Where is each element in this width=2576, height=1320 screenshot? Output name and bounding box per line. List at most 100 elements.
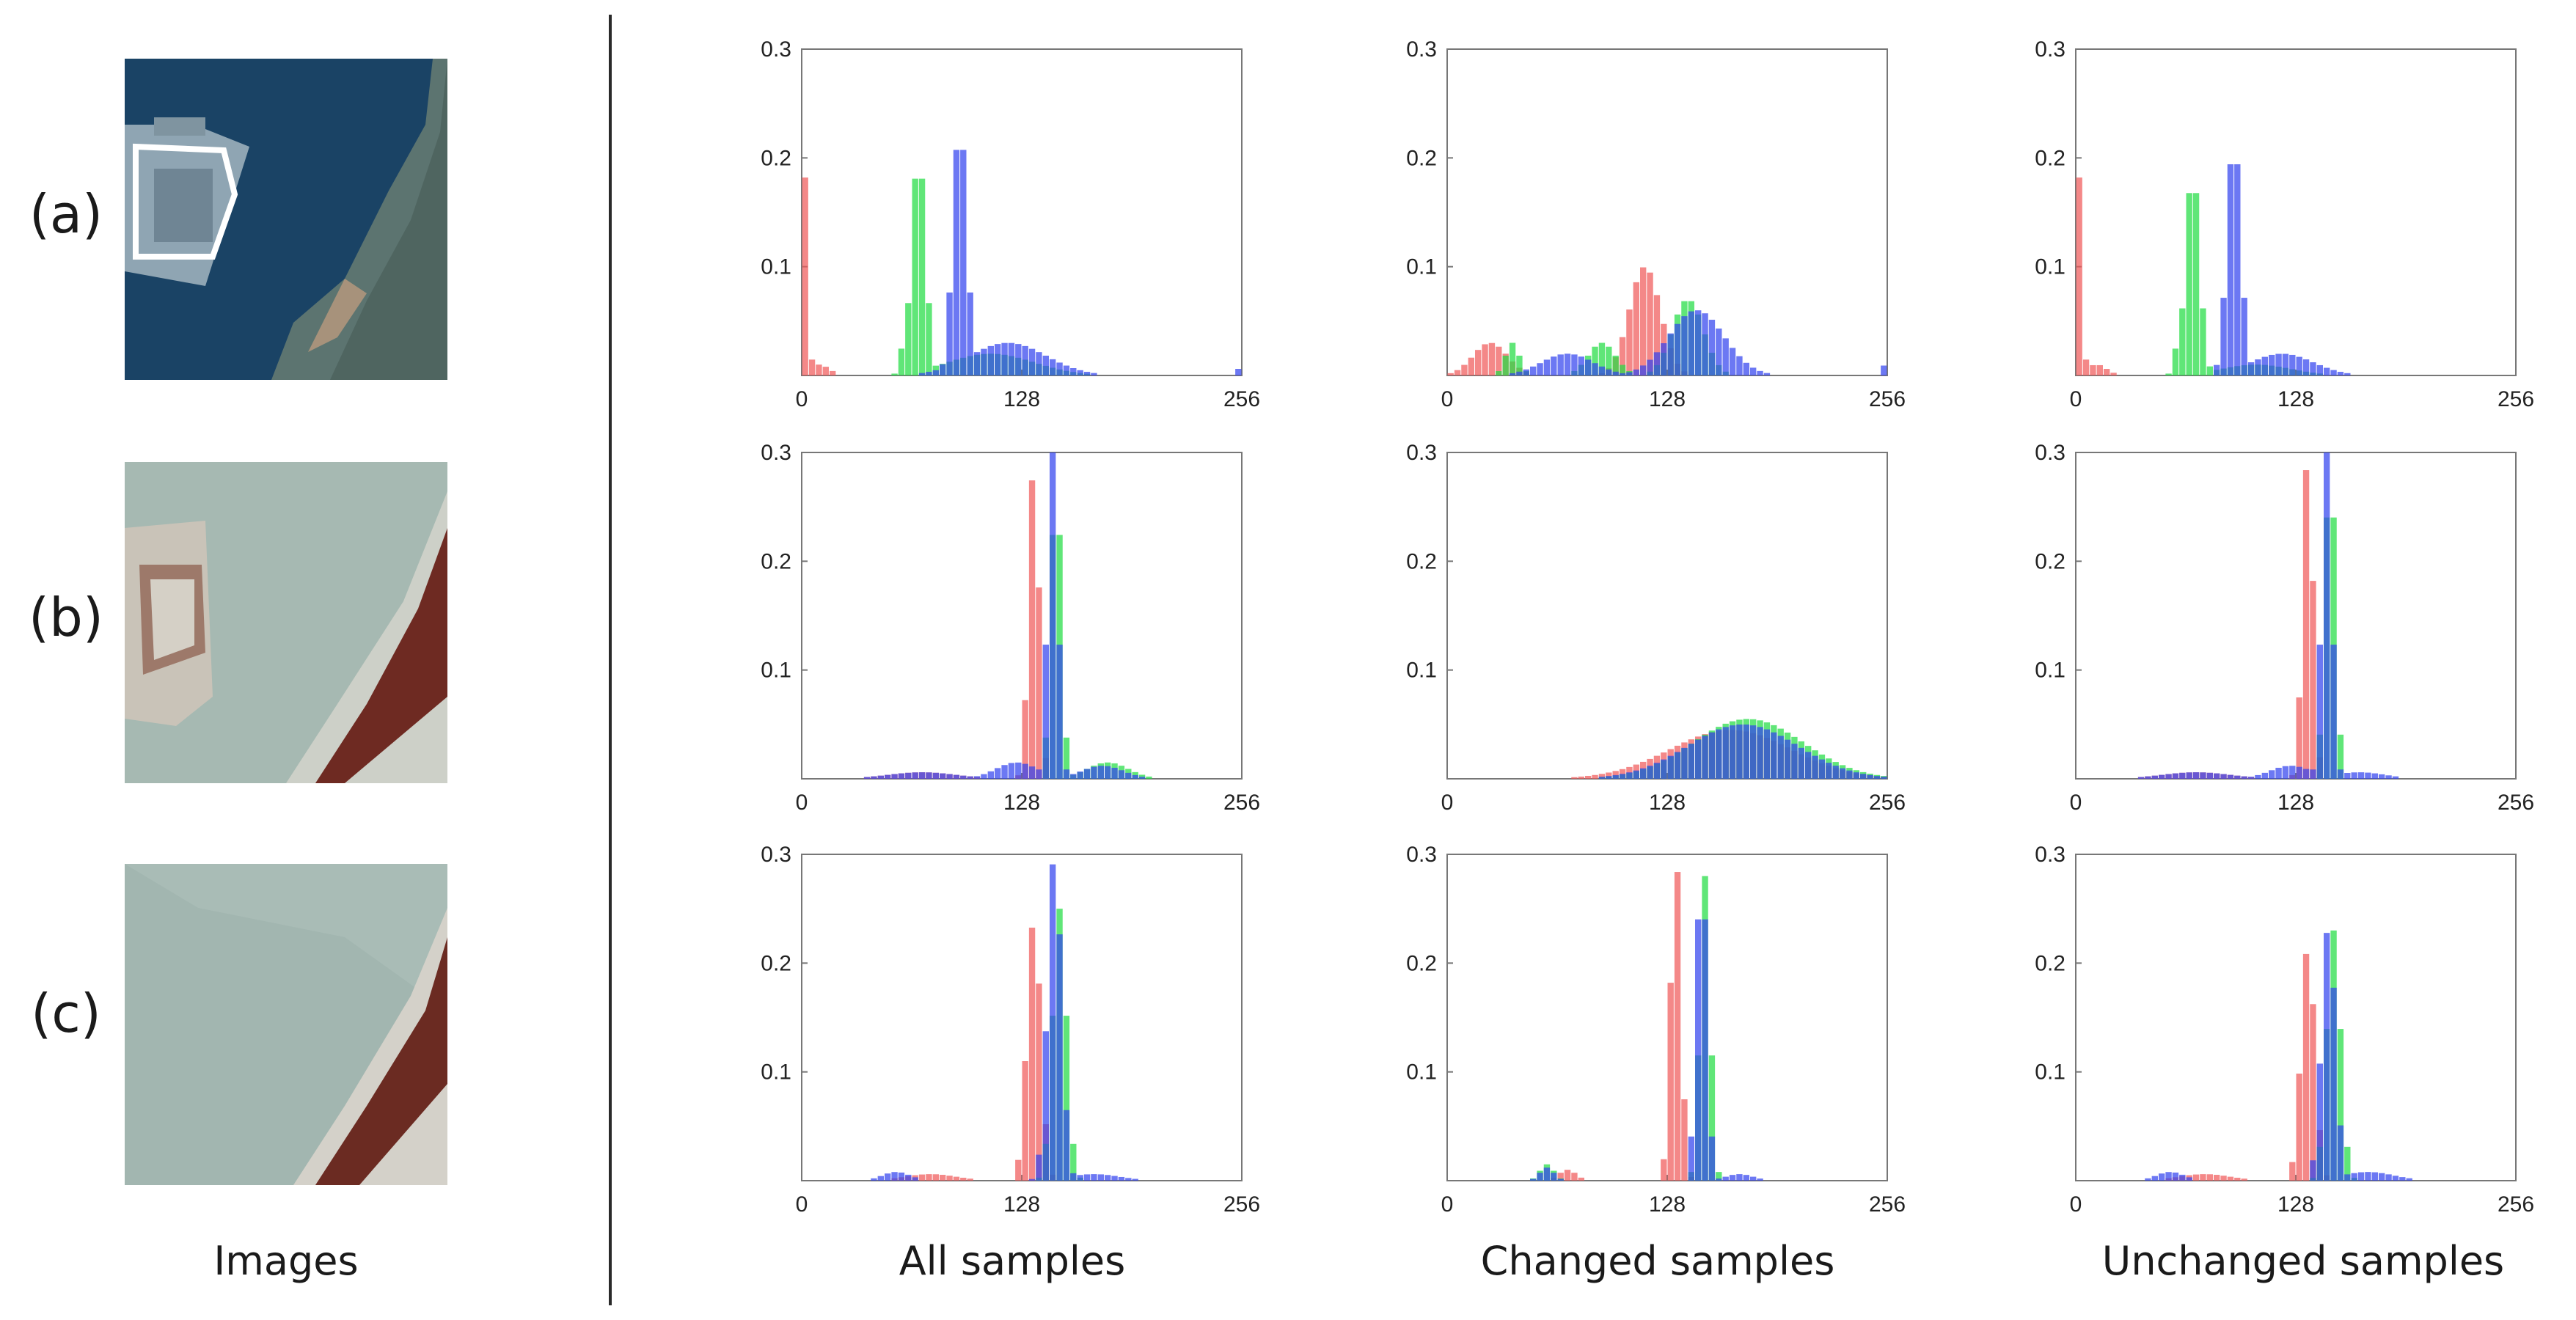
histogram-bar <box>2206 772 2213 779</box>
x-tick-label: 256 <box>2498 791 2534 815</box>
histogram-bar <box>1050 359 1056 375</box>
histogram-bar <box>2247 362 2255 375</box>
histogram-bar <box>2399 1177 2406 1181</box>
row-label-a: (a) <box>29 183 103 245</box>
y-tick-label: 0.2 <box>1406 146 1437 170</box>
histogram-bar <box>1736 1174 1743 1181</box>
histogram-bar <box>1022 345 1028 375</box>
histogram-bar <box>1592 774 1598 779</box>
histogram-bar <box>1640 267 1647 375</box>
histogram-bar <box>1036 352 1042 375</box>
series-blue <box>918 150 1242 375</box>
histogram-bar <box>885 774 891 779</box>
histogram-panel-5: 0.3 0.2 0.1 0 128 256 <box>1406 441 1906 815</box>
histogram-bar <box>1022 700 1028 779</box>
histogram-bar <box>1716 1178 1722 1181</box>
histogram-bar <box>2241 298 2247 375</box>
histogram-bar <box>1846 770 1853 779</box>
histogram-bar <box>898 348 905 375</box>
histogram-bar <box>1626 309 1633 375</box>
histogram-bar <box>1653 352 1661 375</box>
histogram-bar <box>1757 727 1763 779</box>
histogram-bar <box>1818 759 1826 779</box>
histogram-bar <box>2324 452 2330 779</box>
series-blue <box>871 864 1138 1181</box>
histogram-panel-4: 0.3 0.2 0.1 0 128 256 <box>761 441 1260 815</box>
histogram-bar <box>1042 645 1049 779</box>
histogram-bar <box>2255 359 2261 375</box>
histogram-bar <box>960 150 967 375</box>
histogram-bar <box>1028 927 1036 1181</box>
histogram-bar <box>1105 1175 1111 1181</box>
histogram-bar <box>967 1178 973 1181</box>
satellite-image-c <box>125 864 447 1185</box>
y-tick-label: 0.2 <box>761 146 791 170</box>
histogram-bar <box>1791 744 1798 779</box>
histogram-panel-3: 0.3 0.2 0.1 0 128 256 <box>2035 37 2534 411</box>
histogram-bar <box>1509 342 1516 375</box>
y-tick-label: 0.3 <box>761 37 791 62</box>
histogram-bar <box>940 364 946 375</box>
histogram-bar <box>926 1174 932 1181</box>
histogram-bar <box>2406 1178 2412 1181</box>
y-tick-label: 0.2 <box>761 951 791 975</box>
x-tick-label: 128 <box>1649 387 1686 411</box>
histogram-bar <box>1839 768 1846 779</box>
y-tick-label: 0.2 <box>1406 549 1437 573</box>
plot-frame <box>801 452 1243 780</box>
histogram-bar <box>1118 770 1125 779</box>
histogram-bar <box>1516 356 1523 375</box>
histogram-bar <box>1750 1176 1757 1181</box>
histogram-bar <box>1571 1173 1578 1181</box>
histogram-bar <box>1050 864 1056 1181</box>
histogram-bar <box>987 771 994 779</box>
histogram-bar <box>1001 765 1008 779</box>
histogram-bar <box>2200 1174 2206 1181</box>
histogram-bar <box>2310 362 2316 375</box>
histogram-bar <box>2214 364 2220 375</box>
histogram-bar <box>2289 1162 2296 1181</box>
histogram-bar <box>912 772 918 779</box>
histogram-bar <box>2330 370 2337 375</box>
histogram-bar <box>1063 737 1070 779</box>
y-tick-label: 0.3 <box>1406 441 1437 465</box>
y-tick-label: 0.3 <box>2035 441 2065 465</box>
x-tick-label: 256 <box>2498 1192 2534 1217</box>
y-tick-label: 0.2 <box>1406 951 1437 975</box>
satellite-image-a <box>125 59 447 380</box>
histogram-bar <box>1626 372 1633 375</box>
x-tick-label: 0 <box>796 1192 808 1217</box>
histogram-bar <box>1070 1173 1077 1181</box>
y-tick-label: 0.3 <box>2035 37 2065 62</box>
histogram-bar <box>2337 1125 2344 1181</box>
histogram-bar <box>2324 933 2330 1181</box>
histogram-bar <box>2351 1173 2357 1181</box>
histogram-bar <box>2220 298 2227 375</box>
histogram-bar <box>2214 773 2220 779</box>
histogram-bar <box>1661 759 1667 779</box>
histogram-bar <box>1551 356 1557 375</box>
histogram-bar <box>918 373 926 375</box>
column-label-changed-samples: Changed samples <box>1480 1238 1835 1284</box>
x-tick-label: 0 <box>796 387 808 411</box>
histogram-bar <box>1028 348 1036 375</box>
histogram-bar <box>2310 1004 2316 1181</box>
histogram-bar <box>1661 343 1667 375</box>
histogram-bar <box>905 1174 912 1181</box>
series-red <box>802 177 836 375</box>
x-tick-label: 0 <box>2070 387 2082 411</box>
y-tick-label: 0.3 <box>761 843 791 867</box>
histogram-bar <box>1523 369 1529 375</box>
histogram-bar <box>1585 359 1592 375</box>
histogram-bar <box>1537 363 1543 375</box>
histogram-bar <box>1105 766 1111 779</box>
histogram-bar <box>1468 357 1474 375</box>
histogram-bar <box>877 1176 884 1181</box>
histogram-bar <box>932 772 939 779</box>
histogram-bar <box>1708 320 1716 375</box>
histogram-bar <box>1681 316 1688 375</box>
histogram-bar <box>2371 773 2378 779</box>
histogram-bar <box>1777 736 1784 779</box>
histogram-bar <box>1633 770 1639 779</box>
